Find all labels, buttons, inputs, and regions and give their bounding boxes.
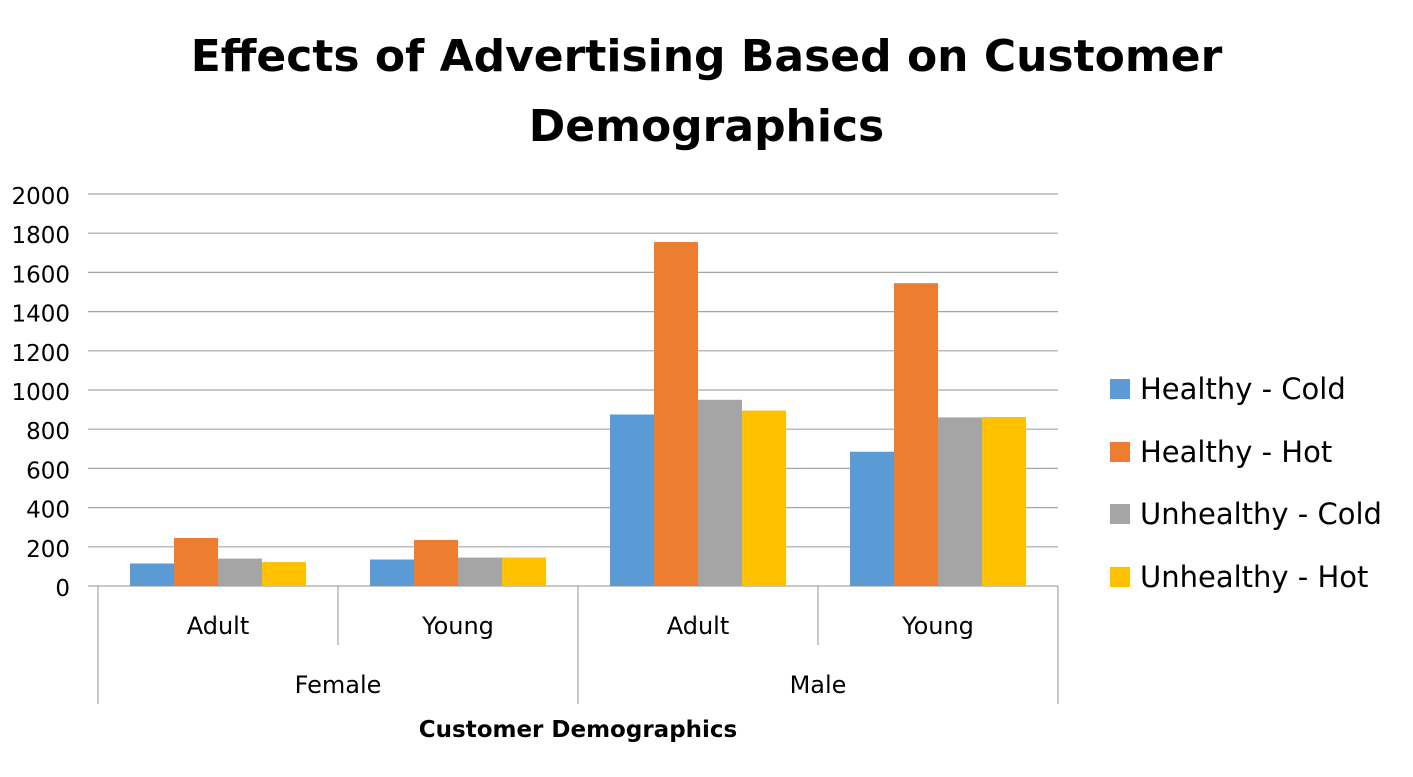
legend-item: Unhealthy - Hot <box>1110 546 1382 609</box>
y-tick-label: 1600 <box>11 262 70 288</box>
y-tick-label: 0 <box>55 576 70 602</box>
legend-label: Unhealthy - Cold <box>1140 497 1382 532</box>
bar <box>130 563 174 586</box>
bar <box>414 539 458 586</box>
bar <box>262 562 306 586</box>
bar <box>610 414 654 586</box>
y-tick-label: 1200 <box>11 341 70 367</box>
bar <box>850 451 894 586</box>
bar <box>982 417 1026 586</box>
bar <box>502 557 546 586</box>
bar <box>458 557 502 586</box>
y-tick-label: 1000 <box>11 380 70 406</box>
y-tick-label: 200 <box>26 537 70 563</box>
bar <box>654 242 698 586</box>
bar <box>174 537 218 586</box>
x-tick-label: Adult <box>187 612 250 640</box>
bar <box>742 410 786 586</box>
legend-swatch <box>1110 441 1130 462</box>
legend-swatch <box>1110 504 1130 525</box>
chart-title-line-2: Demographics <box>528 101 885 152</box>
bar <box>938 417 982 586</box>
legend-item: Healthy - Hot <box>1110 421 1382 484</box>
legend-label: Healthy - Hot <box>1140 434 1333 469</box>
legend-label: Unhealthy - Hot <box>1140 559 1369 594</box>
legend-item: Healthy - Cold <box>1110 358 1382 421</box>
legend: Healthy - Cold Healthy - Hot Unhealthy - C… <box>1110 358 1382 608</box>
axes: 0 200 400 600 800 1000 1200 1400 1600 1800 2000 Adu… <box>11 184 1059 743</box>
chart-title-line-1: Effects of Advertising Based on Customer <box>190 31 1223 82</box>
legend-swatch <box>1110 379 1130 400</box>
x-group-label: Male <box>790 671 847 699</box>
y-tick-label: 400 <box>26 498 70 524</box>
x-tick-label: Young <box>421 612 494 640</box>
bar <box>698 399 742 586</box>
y-tick-label: 1800 <box>11 223 70 249</box>
legend-label: Healthy - Cold <box>1140 372 1346 407</box>
bar <box>218 558 262 586</box>
x-tick-label: Young <box>901 612 974 640</box>
y-tick-label: 2000 <box>11 184 70 210</box>
y-tick-label: 600 <box>26 458 70 484</box>
x-tick-label: Adult <box>667 612 730 640</box>
x-axis-title: Customer Demographics <box>419 717 738 743</box>
legend-item: Unhealthy - Cold <box>1110 483 1382 546</box>
chart-title: Effects of Advertising Based on Customer… <box>0 22 1413 162</box>
legend-swatch <box>1110 566 1130 587</box>
y-tick-label: 1400 <box>11 302 70 328</box>
bar <box>894 283 938 586</box>
y-tick-label: 800 <box>26 419 70 445</box>
bar <box>370 559 414 586</box>
bars <box>130 242 1026 586</box>
x-group-label: Female <box>295 671 382 699</box>
